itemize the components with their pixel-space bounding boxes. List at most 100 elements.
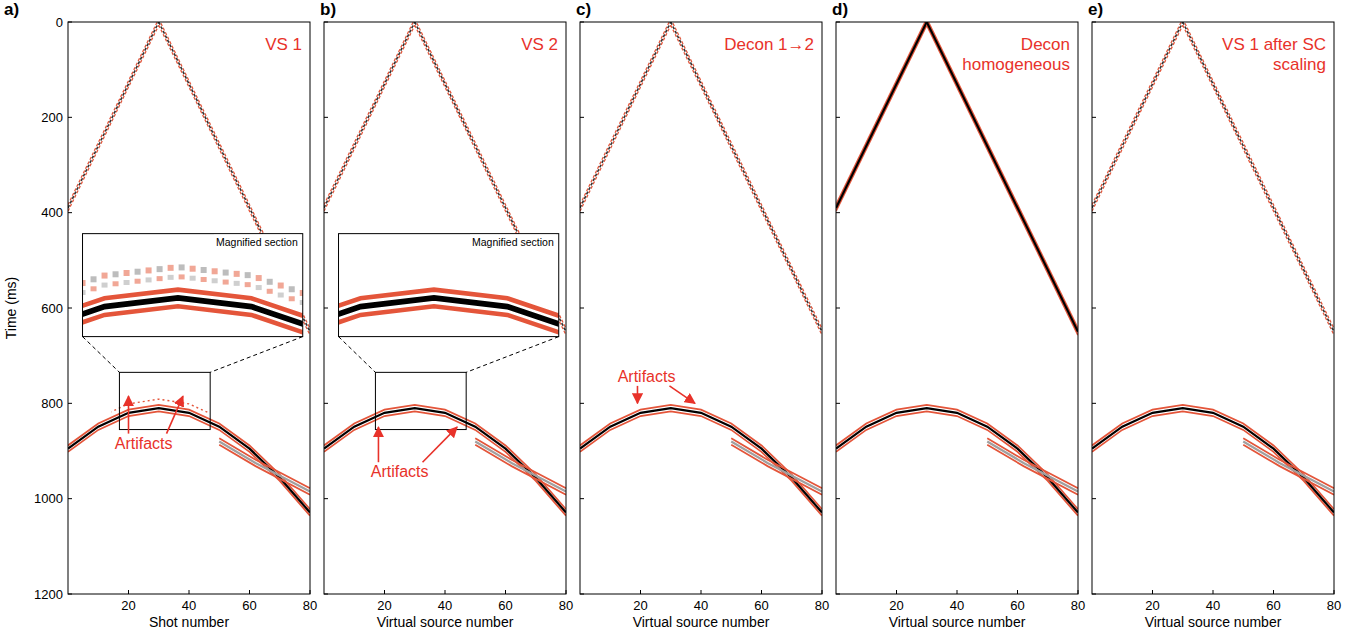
artifact-block [168, 265, 174, 271]
artifact-block [135, 279, 141, 284]
label-background [262, 34, 305, 56]
event-flank [731, 445, 822, 495]
y-tick [1092, 212, 1096, 213]
artifact-block [212, 268, 218, 274]
panel-title-line: VS 1 after SC [1222, 35, 1326, 54]
y-tick [1092, 308, 1096, 309]
annotation-arrow [637, 386, 639, 403]
y-tick [580, 403, 584, 404]
y-tick [836, 403, 840, 404]
artifact-block [146, 267, 152, 273]
event-line [671, 22, 822, 332]
plot-frame [580, 22, 822, 594]
y-tick [836, 498, 840, 499]
panel-title-line: Decon [1021, 35, 1070, 54]
inset-connector [83, 337, 120, 373]
label-background [369, 462, 431, 481]
plot-background [1092, 22, 1334, 594]
artifact-block [245, 282, 251, 287]
event-line [580, 408, 822, 512]
x-tick-label: 40 [694, 598, 708, 613]
event-line [1092, 408, 1334, 512]
event-flank [1092, 25, 1183, 211]
x-tick [701, 590, 702, 594]
annotation: Artifacts [115, 435, 173, 452]
x-tick [249, 590, 250, 594]
label-background [959, 34, 1073, 76]
event-flank [324, 405, 566, 509]
event-flank [1183, 25, 1334, 335]
y-tick [68, 403, 72, 404]
x-tick [1078, 590, 1079, 594]
x-tick-label: 20 [377, 598, 391, 613]
event-flank [219, 445, 310, 495]
x-tick [189, 590, 190, 594]
x-tick-label: 20 [1145, 598, 1159, 613]
y-tick [324, 308, 328, 309]
x-tick-label: 60 [498, 598, 512, 613]
event-flank [1092, 405, 1334, 509]
label-background [470, 235, 556, 249]
panel-letter: e) [1088, 0, 1103, 19]
x-axis-title: Shot number [149, 614, 229, 630]
event-flank [580, 25, 671, 211]
artifact-block [102, 273, 108, 279]
annotation: Artifacts [371, 463, 429, 480]
event-line [219, 441, 310, 491]
x-tick [640, 590, 641, 594]
data-group [580, 22, 822, 516]
artifact-block [102, 283, 108, 288]
event-flank [324, 25, 415, 211]
y-tick-label: 800 [41, 396, 63, 411]
x-axis-title: Virtual source number [633, 614, 770, 630]
event-line [1243, 441, 1334, 491]
y-tick [324, 498, 328, 499]
artifact-block [256, 285, 262, 290]
artifact-block [278, 283, 284, 289]
x-tick-label: 80 [1327, 598, 1341, 613]
data-group [68, 22, 310, 516]
y-tick [324, 117, 328, 118]
y-tick [580, 498, 584, 499]
event-flank [987, 438, 1078, 488]
y-tick-label: 600 [41, 301, 63, 316]
artifact-block [267, 289, 273, 294]
figure: 20406080020040060080010001200Shot number… [0, 0, 1356, 638]
x-tick [1334, 590, 1335, 594]
y-tick-label: 0 [56, 15, 63, 30]
event-line [1092, 22, 1183, 208]
x-tick-label: 80 [559, 598, 573, 613]
y-tick [324, 594, 328, 595]
annotation-arrow [669, 386, 695, 403]
event-flank [68, 405, 310, 509]
inset-frame [339, 234, 559, 337]
event-flank [836, 411, 1078, 515]
annotation: Artifacts [618, 368, 676, 385]
y-tick [68, 22, 72, 23]
x-tick [957, 590, 958, 594]
event-flank [1243, 445, 1334, 495]
artifact-block [135, 269, 141, 275]
magnified-box [375, 372, 466, 429]
event-line [836, 408, 1078, 512]
annotation-arrow [423, 427, 458, 462]
annotation-arrow [378, 427, 380, 462]
artifact-block [190, 276, 196, 281]
event-line [475, 441, 566, 491]
y-tick [836, 117, 840, 118]
y-tick [1092, 594, 1096, 595]
y-tick [836, 212, 840, 213]
y-tick [836, 308, 840, 309]
plot-background [836, 22, 1078, 594]
y-tick [580, 594, 584, 595]
label-background [721, 34, 817, 56]
y-tick [580, 22, 584, 23]
y-tick-label: 200 [41, 110, 63, 125]
label-background [518, 34, 561, 56]
y-tick [836, 594, 840, 595]
artifact-block [245, 272, 251, 278]
y-tick [580, 117, 584, 118]
artifact-block [289, 286, 295, 292]
event-flank [836, 25, 927, 211]
label-background [616, 367, 678, 386]
